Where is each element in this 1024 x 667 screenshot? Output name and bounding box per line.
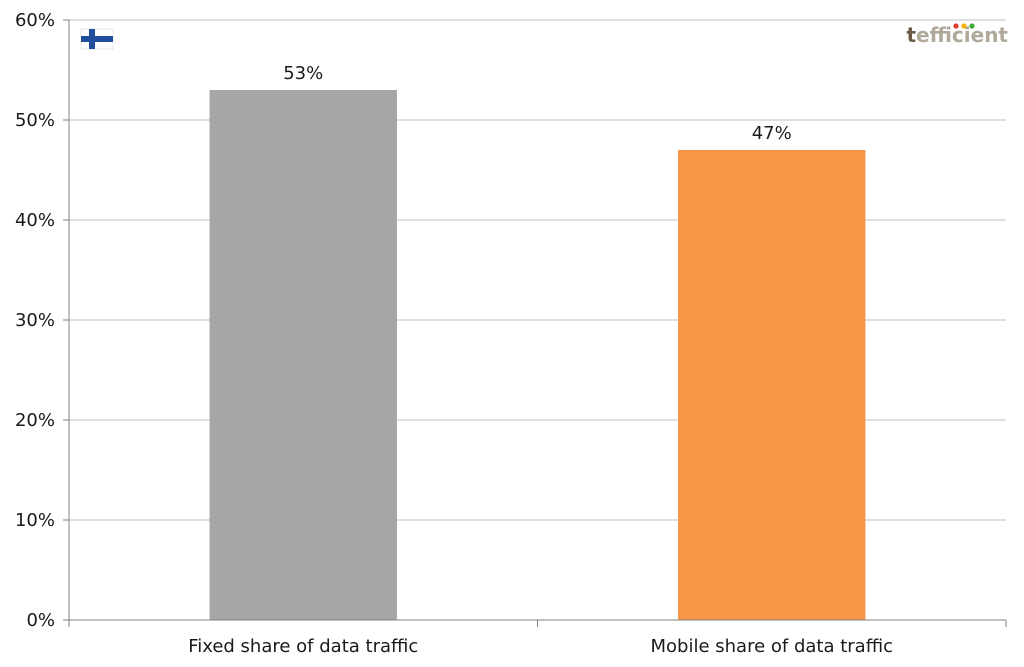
finland-flag-icon: [80, 28, 114, 50]
tefficient-logo: tefficient: [906, 23, 1008, 47]
bar: [678, 150, 866, 620]
x-category-label: Mobile share of data traffic: [650, 636, 893, 657]
y-tick-label: 30%: [15, 310, 55, 331]
logo-dot-red: [953, 23, 959, 29]
logo-first-letter: t: [906, 23, 916, 47]
data-labels: 53% 47%: [283, 63, 792, 144]
y-tick-label: 40%: [15, 210, 55, 231]
logo-dot-yellow: [961, 23, 967, 29]
y-tick-label: 50%: [15, 110, 55, 131]
x-category-labels: Fixed share of data traffic Mobile share …: [188, 636, 893, 657]
axes: [63, 20, 1007, 627]
bar-data-label: 47%: [752, 123, 792, 144]
bar-data-label: 53%: [283, 63, 323, 84]
x-category-label: Fixed share of data traffic: [188, 636, 418, 657]
bar: [209, 90, 397, 620]
y-tick-label: 60%: [15, 10, 55, 31]
logo-dot-green: [969, 23, 975, 29]
y-tick-label: 20%: [15, 410, 55, 431]
y-tick-label: 10%: [15, 510, 55, 531]
y-tick-labels: 0% 10% 20% 30% 40% 50% 60%: [15, 10, 55, 631]
bars: [209, 90, 866, 620]
y-tick-label: 0%: [26, 610, 55, 631]
